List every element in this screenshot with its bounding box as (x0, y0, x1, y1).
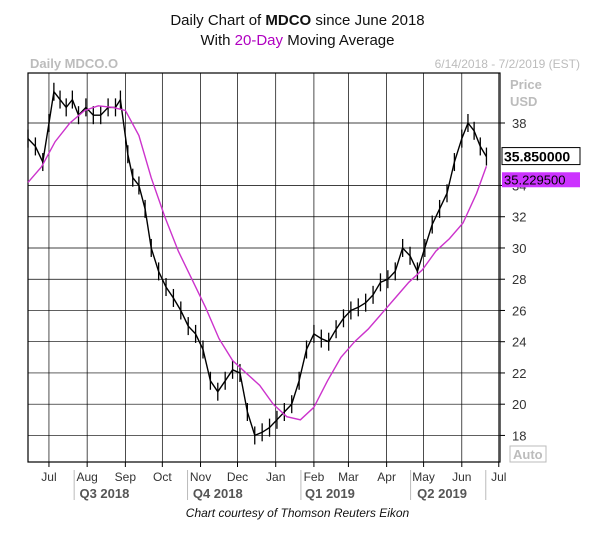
x-tick-label: Jan (266, 470, 285, 484)
x-tick-label: Mar (338, 470, 359, 484)
chart-title-line-1: Daily Chart of MDCO since June 2018 (0, 12, 595, 29)
title-suffix: since June 2018 (311, 12, 425, 29)
auto-scale-box (509, 445, 547, 463)
x-tick-label: Feb (304, 470, 325, 484)
currency-axis-label: USD (510, 94, 537, 109)
x-tick-label: May (412, 470, 435, 484)
x-tick-label: Nov (190, 470, 211, 484)
quarter-label: Q4 2018 (193, 486, 243, 501)
x-tick-label: Jun (452, 470, 471, 484)
title-ticker: MDCO (265, 12, 312, 29)
watermark-date-range: 6/14/2018 - 7/2/2019 (EST) (435, 57, 580, 71)
subtitle-suffix: Moving Average (283, 32, 395, 49)
watermark-ticker: Daily MDCO.O (30, 56, 118, 71)
y-tick-label: 20 (512, 397, 526, 412)
x-tick-label: Jul (41, 470, 56, 484)
auto-scale-label: Auto (513, 447, 543, 462)
subtitle-highlight: 20-Day (234, 32, 284, 49)
x-tick-label: Dec (227, 470, 248, 484)
chart-caption: Chart courtesy of Thomson Reuters Eikon (185, 506, 410, 520)
y-tick-label: 18 (512, 428, 526, 443)
x-tick-label: Aug (76, 470, 97, 484)
quarter-label: Q3 2018 (79, 486, 129, 501)
quarter-label: Q2 2019 (417, 486, 467, 501)
y-tick-label: 24 (512, 335, 526, 350)
quarter-label: Q1 2019 (305, 486, 355, 501)
y-tick-label: 38 (512, 116, 526, 131)
last-ma-label: 35.229500 (504, 172, 565, 187)
x-tick-label: Jul (491, 470, 506, 484)
moving-average-line (27, 105, 488, 421)
x-tick-label: Sep (115, 470, 137, 484)
plot-frame (27, 72, 501, 463)
y-tick-label: 22 (512, 366, 526, 381)
last-price-label: 35.850000 (504, 149, 570, 165)
title-prefix: Daily Chart of (170, 12, 266, 29)
subtitle-prefix: With (200, 32, 235, 49)
price-series-line (27, 89, 488, 437)
x-tick-label: Apr (377, 470, 396, 484)
last-price-box (501, 147, 581, 166)
y-tick-label: 28 (512, 272, 526, 287)
price-axis-label: Price (510, 77, 542, 92)
last-ma-box (502, 172, 580, 188)
y-tick-label: 26 (512, 303, 526, 318)
chart-title-line-2: With 20-Day Moving Average (0, 32, 595, 49)
x-tick-label: Oct (153, 470, 172, 484)
y-tick-label: 30 (512, 241, 526, 256)
y-tick-label: 32 (512, 210, 526, 225)
